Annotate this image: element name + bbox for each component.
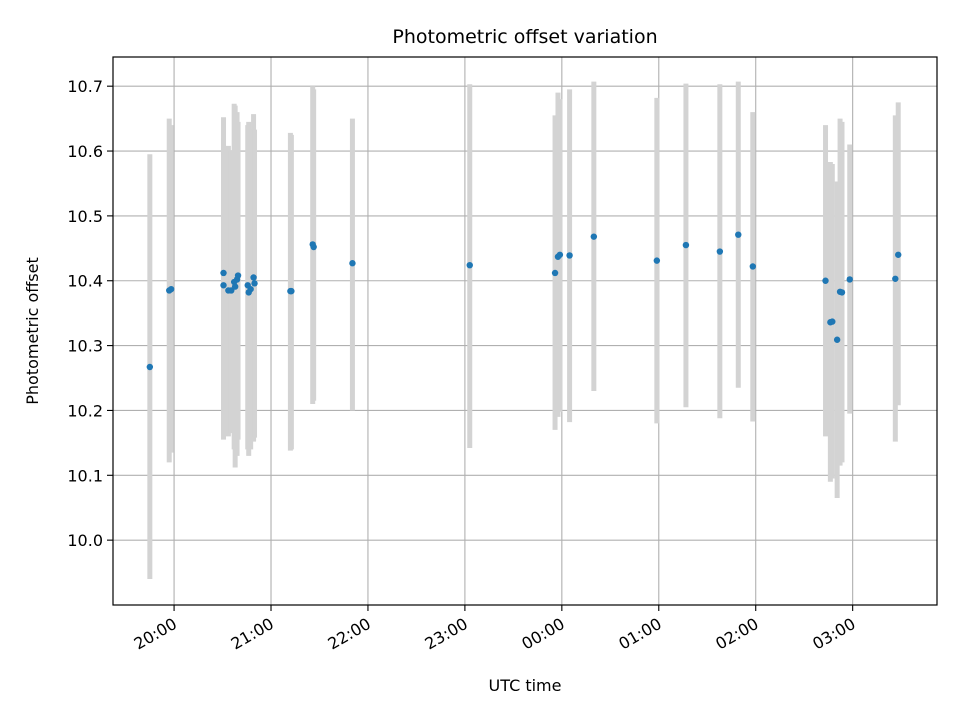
chart-title: Photometric offset variation bbox=[392, 26, 657, 48]
data-point bbox=[895, 251, 902, 258]
data-point bbox=[234, 272, 242, 279]
data-point bbox=[892, 275, 899, 282]
data-point bbox=[822, 277, 829, 284]
x-tick-label: 02:00 bbox=[712, 614, 761, 654]
plot-frame bbox=[112, 56, 938, 606]
data-point bbox=[146, 363, 154, 371]
data-point bbox=[833, 336, 841, 343]
y-tick-label: 10.5 bbox=[67, 207, 103, 226]
y-tick-label: 10.0 bbox=[67, 531, 103, 550]
data-point bbox=[682, 241, 690, 249]
data-point bbox=[220, 269, 227, 277]
data-point bbox=[231, 283, 239, 290]
x-tick-label: 00:00 bbox=[518, 614, 567, 654]
data-point bbox=[590, 233, 598, 240]
y-tick-label: 10.6 bbox=[67, 142, 103, 161]
x-tick-label: 21:00 bbox=[228, 614, 277, 654]
data-point bbox=[247, 285, 254, 293]
x-tick-label: 23:00 bbox=[421, 614, 470, 654]
data-point bbox=[735, 231, 742, 238]
data-point bbox=[838, 289, 846, 296]
data-point bbox=[167, 285, 175, 293]
data-point bbox=[288, 287, 295, 295]
y-tick-label: 10.4 bbox=[67, 272, 103, 291]
x-axis-title: UTC time bbox=[489, 676, 562, 695]
data-points bbox=[146, 231, 902, 371]
data-point bbox=[466, 261, 473, 269]
data-point bbox=[250, 274, 257, 281]
data-point bbox=[556, 251, 564, 258]
y-tick-label: 10.7 bbox=[67, 77, 103, 96]
data-point bbox=[829, 318, 836, 325]
x-tick-label: 22:00 bbox=[325, 614, 374, 654]
y-axis-ticks: 10.0 10.1 10.2 10.3 10.4 10.5 10.6 10.7 bbox=[67, 77, 113, 550]
data-point bbox=[846, 276, 853, 283]
data-point bbox=[551, 269, 559, 277]
x-tick-label: 03:00 bbox=[809, 614, 858, 654]
data-point bbox=[653, 257, 661, 264]
data-point bbox=[749, 263, 757, 270]
data-point bbox=[220, 282, 227, 289]
y-tick-label: 10.2 bbox=[67, 401, 103, 420]
data-point bbox=[716, 248, 724, 255]
y-tick-label: 10.3 bbox=[67, 337, 103, 356]
y-axis-title: Photometric offset bbox=[23, 257, 42, 405]
data-point bbox=[228, 287, 235, 294]
data-point bbox=[310, 243, 317, 251]
data-point bbox=[251, 280, 258, 287]
x-tick-label: 20:00 bbox=[131, 614, 180, 654]
data-point bbox=[349, 260, 356, 267]
x-axis-ticks: 20:00 21:00 22:00 23:00 00:00 01:00 02:00 03:00 bbox=[131, 605, 859, 654]
y-tick-label: 10.1 bbox=[67, 466, 103, 485]
x-tick-label: 01:00 bbox=[615, 614, 664, 654]
error-bars bbox=[147, 81, 901, 580]
data-point bbox=[566, 252, 573, 259]
